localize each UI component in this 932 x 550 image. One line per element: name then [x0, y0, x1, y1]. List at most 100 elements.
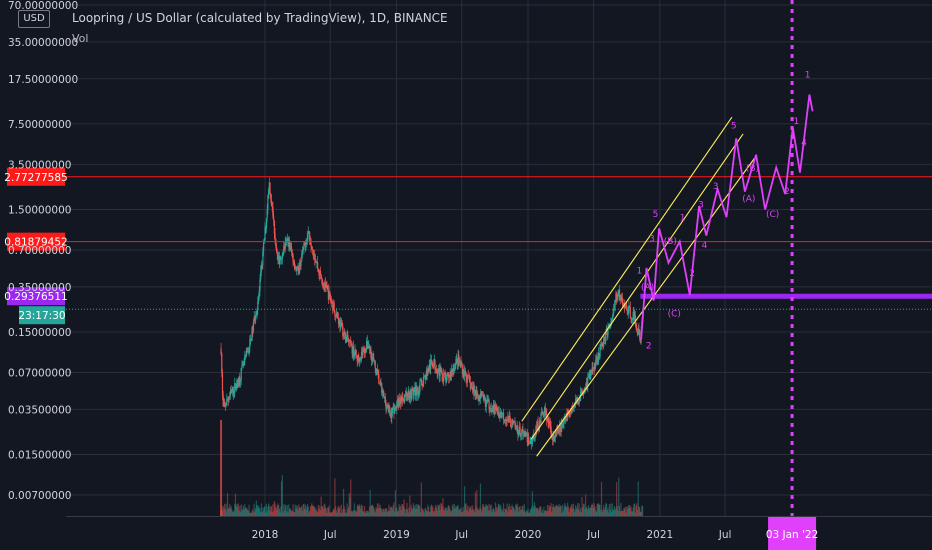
candle-body	[260, 271, 262, 280]
candle-body	[365, 341, 368, 349]
candle-body	[372, 356, 374, 359]
candle-body	[336, 313, 338, 318]
candle-body	[322, 283, 324, 285]
unit-label[interactable]: USD	[18, 10, 50, 28]
candle-body	[345, 332, 347, 343]
candle-body	[620, 295, 622, 301]
y-tick-label-9: 0.07000000	[8, 368, 71, 380]
volume-bar	[229, 507, 232, 516]
candle-body	[401, 396, 403, 401]
volume-bar	[327, 507, 329, 516]
candle-body	[339, 319, 341, 328]
candle-body	[484, 398, 486, 400]
volume-bar	[485, 503, 487, 516]
volume-bar	[396, 511, 399, 516]
candle-body	[530, 438, 532, 441]
volume-bar	[287, 512, 289, 516]
candle-body	[316, 262, 318, 263]
candle-body	[523, 432, 525, 436]
volume-bar	[394, 489, 397, 516]
x-tick-label-0: 2018	[252, 529, 279, 541]
volume-bar	[526, 511, 528, 516]
volume-bar	[546, 511, 548, 516]
candle-body	[270, 194, 272, 200]
volume-bar	[554, 506, 556, 516]
candle-body	[394, 407, 396, 414]
candle-body	[238, 377, 240, 387]
volume-bar	[482, 504, 484, 516]
candle-body	[533, 438, 536, 440]
volume-bar	[311, 505, 314, 516]
volume-bar	[313, 506, 315, 516]
volume-bar	[549, 505, 551, 516]
candle-body	[437, 370, 439, 375]
candle-body	[513, 421, 515, 423]
candle-body	[307, 231, 309, 234]
volume-bar	[353, 510, 355, 516]
candle-body	[510, 418, 512, 427]
candle-body	[635, 324, 637, 329]
candle-body	[498, 411, 500, 417]
volume-bar	[482, 504, 484, 516]
candle-body	[505, 419, 507, 423]
volume-bar	[512, 507, 515, 516]
volume-bar	[239, 505, 241, 516]
candle-body	[453, 368, 455, 372]
candle-body	[356, 355, 358, 362]
volume-bar	[438, 505, 440, 516]
volume-bar	[221, 510, 224, 516]
candle-body	[249, 339, 251, 347]
volume-bar	[298, 507, 301, 516]
volume-bar	[609, 509, 611, 516]
candle-body	[234, 383, 236, 393]
volume-bar	[487, 505, 489, 516]
candle-body	[626, 305, 628, 310]
volume-bar	[596, 504, 598, 516]
candle-body	[392, 407, 394, 409]
candle-body	[420, 379, 422, 382]
volume-bar	[388, 504, 390, 516]
volume-bar	[587, 505, 590, 516]
volume-bar	[411, 508, 413, 516]
candle-body	[320, 274, 322, 279]
volume-bar	[389, 510, 391, 516]
volume-bar	[597, 503, 599, 516]
volume-bar	[266, 511, 268, 516]
volume-bar	[250, 512, 252, 516]
candle-body	[256, 309, 258, 314]
candle-body	[389, 412, 391, 414]
volume-bar	[537, 508, 539, 516]
volume-bar	[566, 507, 568, 516]
candle-body	[445, 375, 448, 383]
volume-bar	[490, 504, 492, 516]
candle-body	[381, 383, 383, 393]
volume-bar	[425, 507, 427, 516]
candle-body	[434, 360, 436, 370]
candle-body	[586, 381, 588, 387]
candle-body	[492, 405, 494, 411]
candle-body	[405, 391, 407, 396]
volume-bar	[262, 507, 264, 516]
candle-body	[490, 408, 492, 412]
candle-body	[423, 375, 425, 377]
volume-bar	[249, 512, 252, 516]
volume-bar	[626, 506, 628, 516]
volume-bar	[273, 511, 275, 516]
volume-bar	[423, 512, 425, 516]
volume-bar	[257, 504, 259, 516]
volume-bar	[551, 506, 554, 516]
volume-bar	[286, 511, 288, 516]
candle-body	[492, 405, 495, 413]
candle-body	[235, 387, 237, 389]
wave-label-16: 2	[784, 187, 790, 197]
volume-bar	[280, 506, 282, 516]
volume-bar	[635, 505, 637, 516]
candle-body	[448, 377, 451, 378]
volume-bar	[371, 505, 373, 516]
volume-bar	[515, 504, 518, 516]
candle-body	[558, 431, 560, 433]
candle-body	[439, 367, 441, 377]
volume-bar	[469, 507, 471, 516]
volume-bar	[328, 505, 330, 516]
